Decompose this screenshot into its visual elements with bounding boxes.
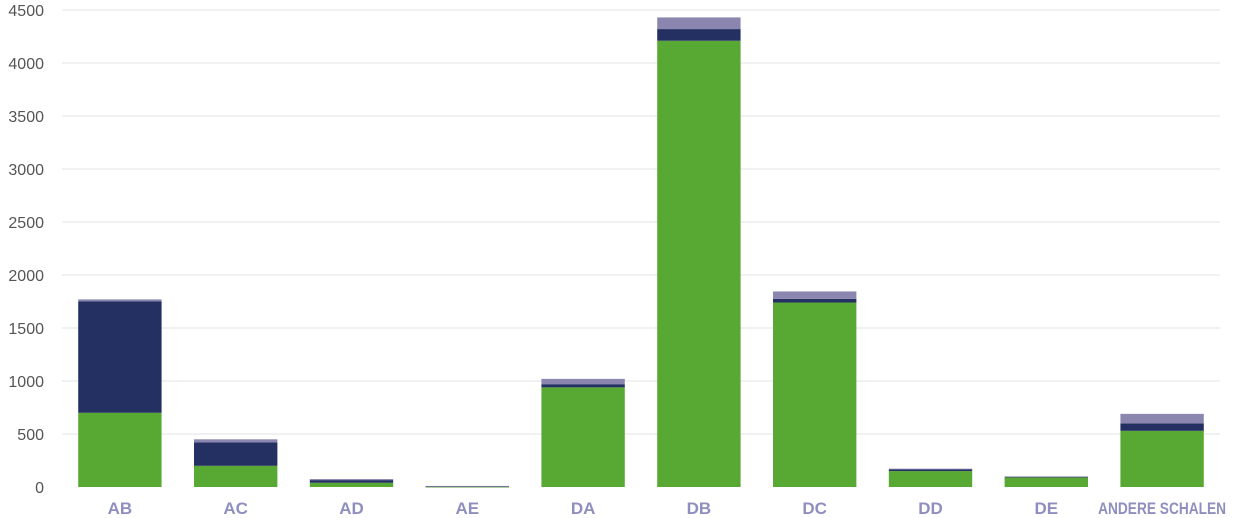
bar-segment-ae-3: [425, 485, 509, 487]
bar-segment-dd-2: [888, 469, 973, 472]
bars-layer: [78, 17, 1204, 488]
bar-segment-da-1: [541, 387, 625, 487]
x-tick-label: DC: [802, 499, 827, 518]
x-tick-label: AD: [339, 499, 364, 518]
x-axis: AB AC AD AE DA DB DC DD DE ANDERE SCHALEN: [108, 499, 1226, 518]
x-tick-label: DE: [1034, 499, 1058, 518]
bar-segment-da-2: [541, 384, 625, 388]
bar-segment-dc-2: [773, 298, 857, 303]
y-tick-label: 0: [35, 480, 44, 497]
y-tick-label: 1000: [8, 374, 44, 391]
bar-segment-ac-3: [194, 439, 278, 443]
bar-segment-andere-schalen-1: [1120, 430, 1204, 487]
bar-segment-da-3: [541, 378, 625, 385]
grid-layer: [62, 9, 1220, 435]
bar-segment-de-1: [1004, 476, 1088, 487]
y-tick-label: 1500: [8, 321, 44, 338]
bar-segment-ab-2: [78, 301, 162, 413]
bar-segment-andere-schalen-2: [1120, 423, 1204, 431]
bar-segment-ac-1: [194, 465, 278, 487]
y-tick-label: 4000: [8, 56, 44, 73]
y-axis: 0 500 1000 1500 2000 2500 3000 3500 4000 4500: [8, 3, 44, 497]
bar-segment-db-2: [657, 29, 741, 41]
y-tick-label: 2000: [8, 268, 44, 285]
y-tick-label: 3000: [8, 162, 44, 179]
bar-segment-ad-1: [309, 482, 394, 487]
bar-segment-dc-1: [773, 302, 857, 487]
bar-segment-ac-2: [194, 442, 278, 466]
y-tick-label: 3500: [8, 109, 44, 126]
bar-segment-andere-schalen-3: [1120, 413, 1204, 424]
x-tick-label: ANDERE SCHALEN: [1098, 499, 1226, 518]
bar-segment-ae-1: [425, 486, 509, 488]
x-tick-label: DD: [918, 499, 943, 518]
bar-segment-ab-1: [78, 412, 162, 487]
bar-segment-dd-1: [888, 471, 973, 487]
y-tick-label: 2500: [8, 215, 44, 232]
bar-segment-ad-3: [309, 479, 394, 481]
bar-segment-dd-3: [888, 468, 973, 470]
x-tick-label: DB: [687, 499, 712, 518]
bar-segment-de-3: [1004, 476, 1088, 478]
bar-segment-ad-2: [309, 480, 394, 483]
bar-segment-dc-3: [773, 291, 857, 299]
y-tick-label: 500: [17, 427, 44, 444]
x-tick-label: AE: [455, 499, 479, 518]
bar-segment-ab-3: [78, 299, 162, 302]
x-tick-label: AC: [223, 499, 248, 518]
y-tick-label: 4500: [8, 3, 44, 20]
x-tick-label: AB: [108, 499, 133, 518]
x-tick-label: DA: [571, 499, 596, 518]
bar-segment-db-3: [657, 17, 741, 30]
bar-segment-db-1: [657, 40, 741, 488]
